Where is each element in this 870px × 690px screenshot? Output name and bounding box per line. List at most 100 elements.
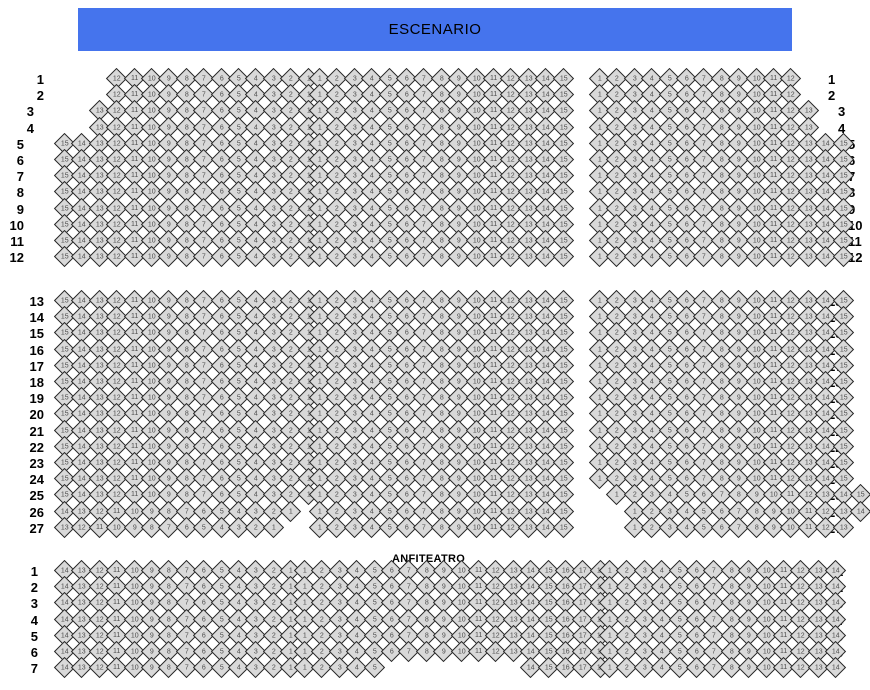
seat-number: 3 (632, 426, 637, 434)
seat[interactable]: 1 (262, 516, 284, 538)
seat-number: 4 (649, 123, 654, 131)
seat-number: 13 (95, 475, 104, 483)
seat-number: 15 (60, 139, 69, 147)
seat-number: 9 (754, 491, 759, 499)
seat-number: 8 (424, 599, 429, 607)
seat-number: 8 (184, 172, 189, 180)
seat-number: 5 (387, 91, 392, 99)
seat-number: 7 (421, 220, 426, 228)
seat-number: 9 (456, 139, 461, 147)
seat-number: 4 (369, 507, 374, 515)
seat[interactable]: 1 (280, 500, 302, 522)
seat-number: 6 (219, 394, 224, 402)
seat-number: 6 (404, 361, 409, 369)
seat-number: 2 (624, 615, 629, 623)
seat[interactable]: 14 (849, 500, 870, 522)
seat-number: 15 (559, 107, 567, 115)
seat-number: 5 (667, 220, 672, 228)
seat-number: 15 (544, 566, 552, 574)
seat-number: 14 (541, 220, 550, 228)
seat-number: 13 (524, 220, 533, 228)
seat-number: 5 (236, 426, 241, 434)
seat-number: 16 (561, 615, 570, 623)
seat-number: 9 (736, 394, 741, 402)
seat-number: 2 (614, 297, 619, 304)
seat-number: 15 (559, 345, 567, 353)
seat-number: 1 (288, 648, 293, 655)
seat-number: 11 (769, 297, 778, 304)
seat-number: 13 (95, 458, 104, 466)
seat-number: 6 (684, 426, 689, 434)
seat-number: 8 (166, 631, 171, 639)
seat-number: 7 (201, 91, 206, 99)
seat-number: 2 (614, 220, 619, 228)
seat-number: 9 (166, 329, 171, 337)
seat-number: 15 (60, 475, 69, 483)
seat-number: 8 (439, 475, 444, 483)
seat-number: 14 (77, 442, 86, 450)
seat-number: 7 (701, 204, 706, 212)
seat-number: 11 (779, 648, 788, 655)
seat[interactable]: 15 (552, 246, 574, 268)
seat-number: 14 (77, 475, 86, 483)
seat-number: 11 (769, 139, 778, 147)
seat-number: 17 (578, 615, 587, 623)
seat-number: 13 (524, 123, 533, 131)
seat-number: 11 (130, 123, 138, 131)
seat-number: 2 (319, 648, 324, 655)
seat-number: 11 (769, 75, 778, 82)
seat-number: 8 (184, 297, 189, 304)
seat-number: 7 (711, 567, 716, 574)
seat-number: 3 (352, 459, 357, 466)
seat-number: 8 (439, 459, 444, 466)
seat-number: 5 (372, 648, 377, 655)
seat-number: 1 (317, 297, 322, 304)
seat-number: 5 (201, 523, 206, 531)
seat-number: 11 (804, 507, 812, 515)
seat-number: 10 (752, 107, 760, 115)
seat-number: 11 (779, 567, 788, 574)
seat-number: 4 (253, 394, 258, 402)
seat-number: 12 (506, 204, 515, 212)
seat[interactable]: 5 (363, 657, 385, 679)
seat-number: 5 (236, 172, 241, 180)
seat-number: 13 (77, 507, 86, 515)
seat-number: 12 (506, 139, 515, 147)
seat-number: 4 (354, 648, 359, 655)
seat-number: 13 (814, 631, 823, 639)
seat-number: 14 (77, 172, 86, 180)
seat-number: 8 (184, 107, 189, 115)
seat-number: 15 (839, 296, 847, 304)
seat-number: 6 (404, 394, 409, 402)
seat-number: 13 (804, 426, 813, 434)
row-label-platea-trasera-left-19: 19 (29, 391, 44, 407)
seat-number: 9 (441, 599, 446, 607)
seat-number: 1 (317, 139, 322, 147)
seat-number: 10 (472, 172, 480, 180)
seat-number: 7 (421, 507, 426, 515)
seat-number: 15 (544, 615, 552, 623)
seat-number: 4 (649, 394, 654, 402)
seat-number: 8 (184, 378, 189, 385)
seat-number: 5 (219, 648, 224, 655)
seat-number: 11 (130, 394, 138, 402)
seat-number: 6 (201, 664, 206, 672)
seat-number: 15 (559, 475, 567, 483)
seat-number: 5 (236, 491, 241, 499)
seat-number: 11 (113, 507, 121, 515)
seat[interactable]: 15 (552, 516, 574, 538)
seat-number: 8 (719, 459, 724, 466)
seat-number: 8 (439, 91, 444, 99)
seat-number: 9 (736, 188, 741, 196)
seat-number: 3 (253, 567, 258, 574)
seat-number: 8 (439, 172, 444, 180)
seat-number: 8 (719, 394, 724, 402)
seat-number: 12 (506, 426, 515, 434)
seat-number: 7 (184, 631, 189, 639)
seat-number: 10 (752, 172, 760, 180)
seat-number: 1 (597, 361, 602, 369)
seat-number: 8 (184, 188, 189, 196)
seat-number: 5 (236, 188, 241, 196)
seat-number: 4 (649, 91, 654, 99)
seat-number: 1 (317, 253, 322, 261)
